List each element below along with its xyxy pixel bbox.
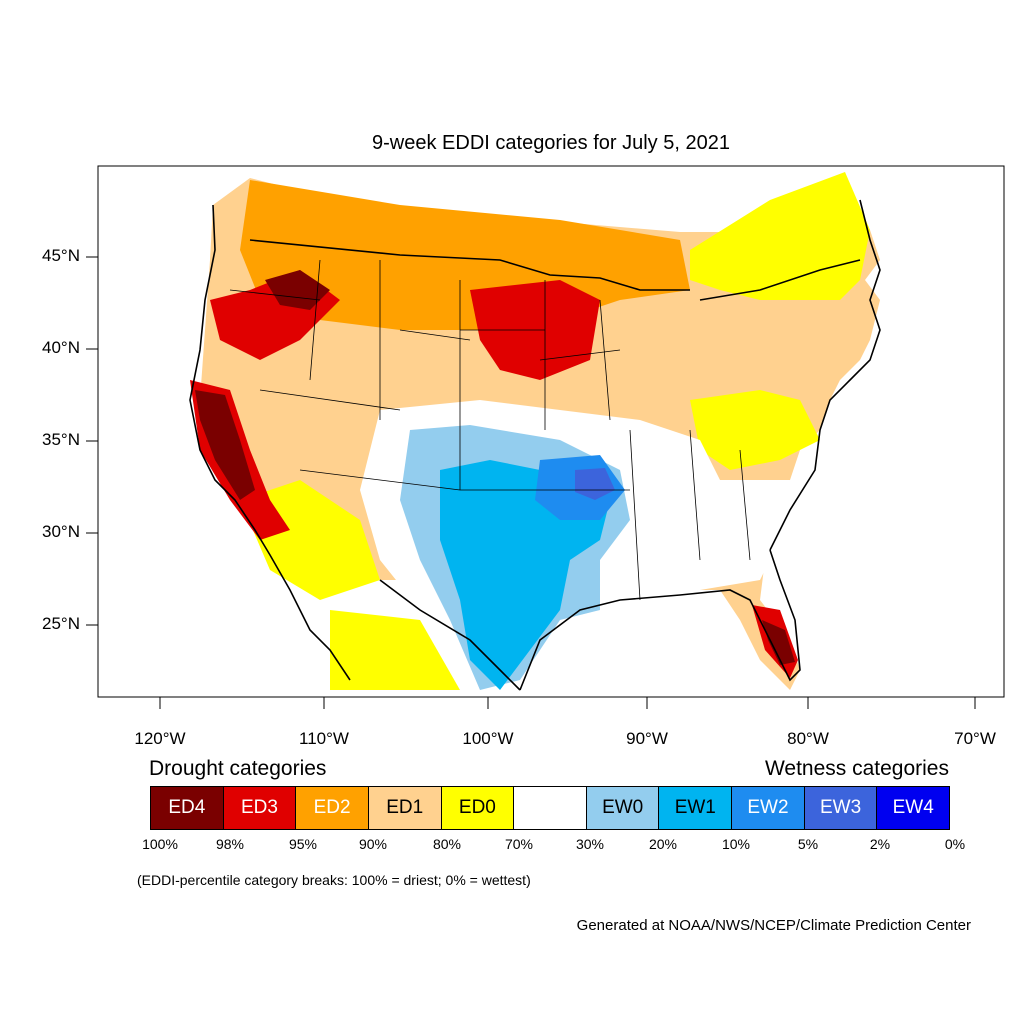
credit-line: Generated at NOAA/NWS/NCEP/Climate Predi…	[576, 917, 971, 934]
ed4-region-california	[195, 390, 255, 500]
map-title: 9-week EDDI categories for July 5, 2021	[372, 132, 730, 154]
category-legend: ED4 ED3 ED2 ED1 ED0 EW0 EW1 EW2 EW3 EW4	[150, 786, 950, 830]
wetness-categories-title: Wetness categories	[764, 757, 949, 780]
ed4-region-idaho	[265, 270, 330, 310]
lat-label-45: 45°N	[42, 246, 80, 265]
legend-box-ed1: ED1	[368, 787, 442, 829]
coastline-west	[189, 204, 351, 681]
lon-label-70: 70°W	[954, 729, 996, 748]
lat-label-35: 35°N	[42, 430, 80, 449]
percent-break: 10%	[721, 836, 751, 852]
legend-box-ed4: ED4	[151, 787, 224, 829]
lat-label-30: 30°N	[42, 522, 80, 541]
legend-box-ed2: ED2	[296, 787, 369, 829]
percent-break: 95%	[288, 836, 318, 852]
lon-label-120: 120°W	[134, 729, 186, 748]
lat-label-40: 40°N	[42, 338, 80, 357]
drought-categories-title: Drought categories	[149, 757, 327, 780]
ed0-region-northeast	[690, 172, 870, 300]
percent-break: 5%	[797, 836, 819, 852]
ed0-region-mexico	[330, 610, 460, 690]
percent-break: 98%	[215, 836, 245, 852]
ed4-region-florida	[762, 620, 795, 665]
ed0-region-ohio	[690, 390, 820, 470]
state-lines	[229, 259, 751, 601]
lon-label-100: 100°W	[462, 729, 514, 748]
legend-box-normal	[514, 787, 587, 829]
percent-break: 0%	[944, 836, 966, 852]
legend-box-ed0: ED0	[441, 787, 515, 829]
percent-break: 80%	[432, 836, 462, 852]
percent-break: 2%	[869, 836, 891, 852]
legend-box-ew1: EW1	[659, 787, 733, 829]
lon-label-110: 110°W	[299, 729, 349, 748]
legend-box-ew4: EW4	[877, 787, 950, 829]
category-breaks-note: (EDDI-percentile category breaks: 100% =…	[137, 872, 531, 888]
coastline-gulf	[379, 549, 801, 691]
legend-box-ew3: EW3	[804, 787, 878, 829]
percent-break: 100%	[142, 836, 178, 852]
us-canada-border	[249, 239, 861, 301]
percent-break: 30%	[575, 836, 605, 852]
legend-box-ed3: ED3	[223, 787, 297, 829]
lon-label-90: 90°W	[626, 729, 668, 748]
lat-label-25: 25°N	[42, 614, 80, 633]
percent-break: 70%	[504, 836, 534, 852]
legend-box-ew0: EW0	[586, 787, 660, 829]
percent-break: 90%	[358, 836, 388, 852]
ew3-region-core	[575, 468, 615, 500]
lon-label-80: 80°W	[787, 729, 829, 748]
legend-box-ew2: EW2	[732, 787, 805, 829]
percent-break: 20%	[648, 836, 678, 852]
coastline-east	[769, 199, 881, 551]
